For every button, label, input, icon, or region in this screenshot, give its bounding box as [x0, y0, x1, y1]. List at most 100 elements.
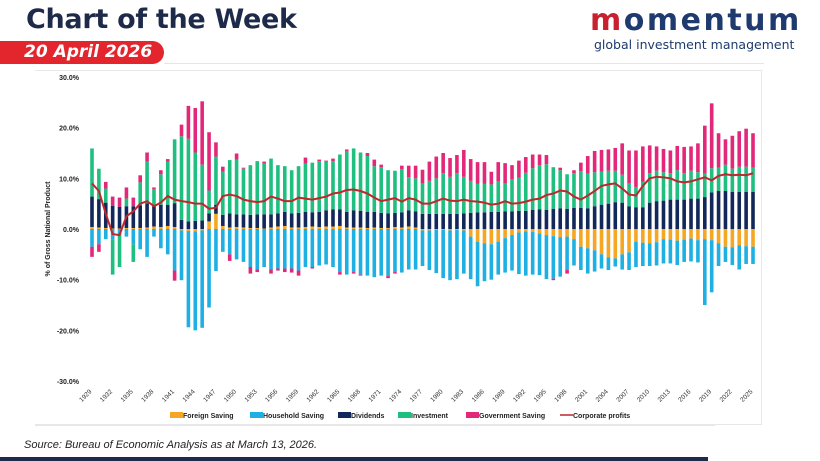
bar-investment [544, 164, 549, 210]
bar-foreign-saving [289, 227, 294, 229]
bar-government-saving [117, 197, 122, 207]
bar-household-saving [303, 229, 308, 267]
bar-foreign-saving [420, 229, 425, 231]
bar-household-saving [310, 229, 315, 267]
bar-household-saving [255, 229, 260, 270]
bar-household-saving [420, 230, 425, 266]
bar-foreign-saving [523, 229, 528, 232]
x-tick-label: 1983 [450, 388, 465, 403]
bar-investment [730, 168, 735, 193]
bar-government-saving [214, 142, 218, 157]
bar-investment [276, 165, 280, 214]
bar-household-saving [365, 229, 370, 276]
bar-government-saving [344, 149, 349, 151]
bar-dividends [221, 214, 225, 226]
bar-dividends [351, 210, 356, 228]
bar-investment [262, 163, 266, 215]
bar-household-saving [723, 246, 728, 262]
bar-dividends [117, 206, 122, 229]
bar-household-saving [289, 229, 294, 269]
bar-investment [468, 180, 473, 213]
bar-government-saving [379, 164, 383, 168]
bar-foreign-saving [282, 225, 287, 229]
bar-foreign-saving [696, 229, 700, 241]
legend-label: Foreign Saving [183, 413, 234, 420]
bar-dividends [393, 212, 397, 227]
bar-dividends [179, 219, 184, 229]
bar-investment [592, 172, 597, 207]
bar-government-saving [207, 132, 211, 191]
bar-government-saving [730, 135, 735, 169]
x-tick-label: 1974 [388, 388, 403, 403]
bar-dividends [289, 213, 294, 228]
bar-investment [661, 172, 666, 201]
bar-foreign-saving [558, 229, 563, 238]
bar-foreign-saving [97, 227, 101, 229]
bar-foreign-saving [579, 229, 583, 247]
bar-investment [344, 150, 349, 212]
bar-household-saving [117, 229, 122, 235]
bar-investment [455, 173, 459, 214]
page-title: Chart of the Week [26, 4, 297, 35]
bar-government-saving [289, 268, 294, 273]
bar-foreign-saving [207, 221, 211, 229]
bar-household-saving [647, 243, 652, 266]
bar-government-saving [716, 133, 721, 168]
bar-foreign-saving [682, 229, 686, 240]
x-tick-label: 1992 [512, 388, 527, 403]
bar-dividends [592, 206, 597, 229]
bar-government-saving [647, 145, 652, 174]
bar-foreign-saving [565, 229, 569, 237]
bar-dividends [503, 211, 507, 229]
bar-dividends [475, 212, 480, 229]
bar-household-saving [730, 247, 735, 265]
bar-government-saving [441, 153, 445, 174]
bar-government-saving [551, 278, 556, 281]
bar-foreign-saving [489, 229, 494, 245]
bar-investment [165, 161, 170, 205]
bar-foreign-saving [324, 226, 328, 229]
bar-foreign-saving [434, 229, 439, 231]
bar-government-saving [138, 175, 142, 183]
y-tick-label: 30.0% [59, 75, 80, 82]
bar-foreign-saving [372, 227, 377, 229]
bar-household-saving [214, 229, 218, 272]
bar-government-saving [510, 165, 514, 180]
bar-household-saving [234, 229, 239, 260]
legend-label: Government Saving [479, 413, 545, 420]
bar-foreign-saving [744, 229, 748, 247]
bar-investment [400, 169, 404, 213]
bar-dividends [579, 207, 583, 229]
bar-investment [138, 182, 142, 206]
bar-foreign-saving [455, 229, 459, 231]
bar-household-saving [544, 235, 549, 280]
bar-investment [517, 177, 521, 211]
bar-foreign-saving [351, 227, 356, 229]
bar-government-saving [255, 269, 260, 273]
bar-household-saving [641, 242, 645, 266]
bar-dividends [248, 214, 253, 228]
bar-dividends [97, 199, 101, 228]
bar-foreign-saving [103, 227, 108, 229]
x-tick-label: 2019 [698, 388, 713, 403]
bar-foreign-saving [572, 229, 576, 240]
bar-government-saving [227, 254, 232, 261]
bar-household-saving [138, 229, 142, 250]
bar-foreign-saving [248, 227, 253, 229]
bar-government-saving [420, 169, 425, 184]
bar-investment [737, 166, 742, 193]
footer-bar [0, 457, 708, 461]
bar-foreign-saving [255, 227, 260, 229]
bar-dividends [386, 213, 390, 228]
bar-dividends [565, 208, 569, 229]
bar-investment [90, 148, 94, 197]
bar-foreign-saving [592, 229, 597, 251]
bar-foreign-saving [441, 229, 445, 231]
bar-dividends [661, 200, 666, 229]
bar-household-saving [744, 246, 748, 264]
bar-investment [248, 165, 253, 215]
bar-household-saving [503, 238, 507, 273]
bar-household-saving [90, 229, 94, 247]
bar-dividends [675, 199, 680, 229]
bar-government-saving [427, 161, 432, 181]
